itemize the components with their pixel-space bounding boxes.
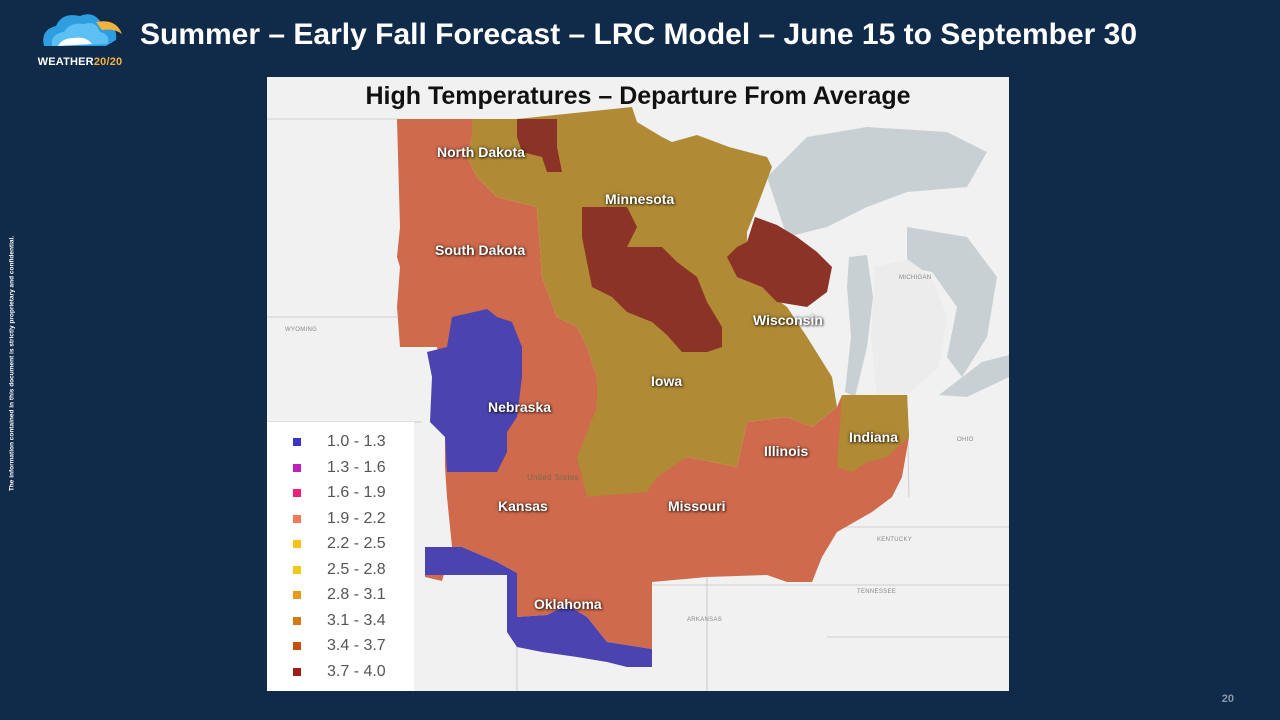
- region-darkred-nd: [517, 119, 562, 172]
- legend-label: 1.6 - 1.9: [327, 484, 386, 501]
- label-kentucky: KENTUCKY: [877, 537, 913, 543]
- legend-item: 1.3 - 1.6: [293, 457, 386, 479]
- legend-item: 1.9 - 2.2: [293, 508, 386, 530]
- legend-label: 2.2 - 2.5: [327, 535, 386, 552]
- legend-swatch: [293, 642, 301, 650]
- region-darkred-wi: [727, 217, 832, 307]
- state-label-missouri: Missouri: [668, 498, 726, 514]
- confidentiality-note: The information contained in this docume…: [8, 235, 16, 492]
- forecast-map: WYOMING MICHIGAN OHIO KENTUCKY TENNESSEE…: [267, 77, 1009, 691]
- state-label-south-dakota: South Dakota: [435, 242, 526, 258]
- label-arkansas: ARKANSAS: [687, 617, 723, 623]
- legend-item: 2.8 - 3.1: [293, 584, 386, 606]
- weather2020-logo: WEATHER20/20: [30, 8, 130, 68]
- legend-item: 2.5 - 2.8: [293, 559, 386, 581]
- state-label-kansas: Kansas: [498, 498, 548, 514]
- legend-item: 1.0 - 1.3: [293, 431, 386, 453]
- region-blue-ok: [425, 547, 652, 667]
- legend-item: 3.7 - 4.0: [293, 661, 386, 683]
- legend-label: 1.0 - 1.3: [327, 433, 386, 450]
- cloud-logo-icon: [43, 14, 122, 46]
- region-darkred-mn: [582, 207, 722, 352]
- label-united-states: United States: [527, 473, 579, 482]
- label-michigan: MICHIGAN: [899, 275, 932, 281]
- legend-label: 3.7 - 4.0: [327, 663, 386, 680]
- legend: 1.0 - 1.3 1.3 - 1.6 1.6 - 1.9 1.9 - 2.2 …: [267, 422, 414, 691]
- legend-swatch: [293, 566, 301, 574]
- legend-swatch: [293, 515, 301, 523]
- slide-title: Summer – Early Fall Forecast – LRC Model…: [140, 18, 1138, 51]
- state-label-oklahoma: Oklahoma: [534, 596, 602, 612]
- state-label-illinois: Illinois: [764, 443, 809, 459]
- page-number: 20: [1221, 693, 1234, 705]
- state-label-wisconsin: Wisconsin: [753, 312, 823, 328]
- lake-superior: [767, 127, 987, 237]
- michigan-land: [871, 259, 947, 395]
- legend-item: 2.2 - 2.5: [293, 533, 386, 555]
- label-ohio: OHIO: [957, 437, 974, 443]
- lake-erie: [939, 355, 1009, 397]
- region-gold-indiana: [837, 395, 909, 472]
- legend-swatch: [293, 617, 301, 625]
- logo-text: WEATHER20/20: [37, 56, 123, 68]
- legend-item: 3.4 - 3.7: [293, 635, 386, 657]
- map-title: High Temperatures – Departure From Avera…: [365, 82, 911, 110]
- state-label-minnesota: Minnesota: [605, 191, 675, 207]
- legend-swatch: [293, 438, 301, 446]
- state-label-indiana: Indiana: [849, 429, 899, 445]
- region-coral: [397, 119, 909, 649]
- state-label-iowa: Iowa: [651, 373, 683, 389]
- legend-label: 2.8 - 3.1: [327, 586, 386, 603]
- lake-michigan: [845, 255, 873, 397]
- legend-label: 3.4 - 3.7: [327, 637, 386, 654]
- legend-swatch: [293, 591, 301, 599]
- state-label-north-dakota: North Dakota: [437, 144, 525, 160]
- legend-swatch: [293, 489, 301, 497]
- legend-swatch: [293, 464, 301, 472]
- legend-label: 2.5 - 2.8: [327, 561, 386, 578]
- label-wyoming: WYOMING: [285, 327, 318, 333]
- legend-item: 1.6 - 1.9: [293, 482, 386, 504]
- lake-huron: [907, 227, 997, 377]
- legend-swatch: [293, 668, 301, 676]
- region-blue-ne: [427, 309, 522, 472]
- legend-item: 3.1 - 3.4: [293, 610, 386, 632]
- legend-label: 1.9 - 2.2: [327, 510, 386, 527]
- legend-swatch: [293, 540, 301, 548]
- state-label-nebraska: Nebraska: [488, 399, 552, 415]
- label-tennessee: TENNESSEE: [857, 589, 897, 595]
- legend-label: 3.1 - 3.4: [327, 612, 386, 629]
- legend-label: 1.3 - 1.6: [327, 459, 386, 476]
